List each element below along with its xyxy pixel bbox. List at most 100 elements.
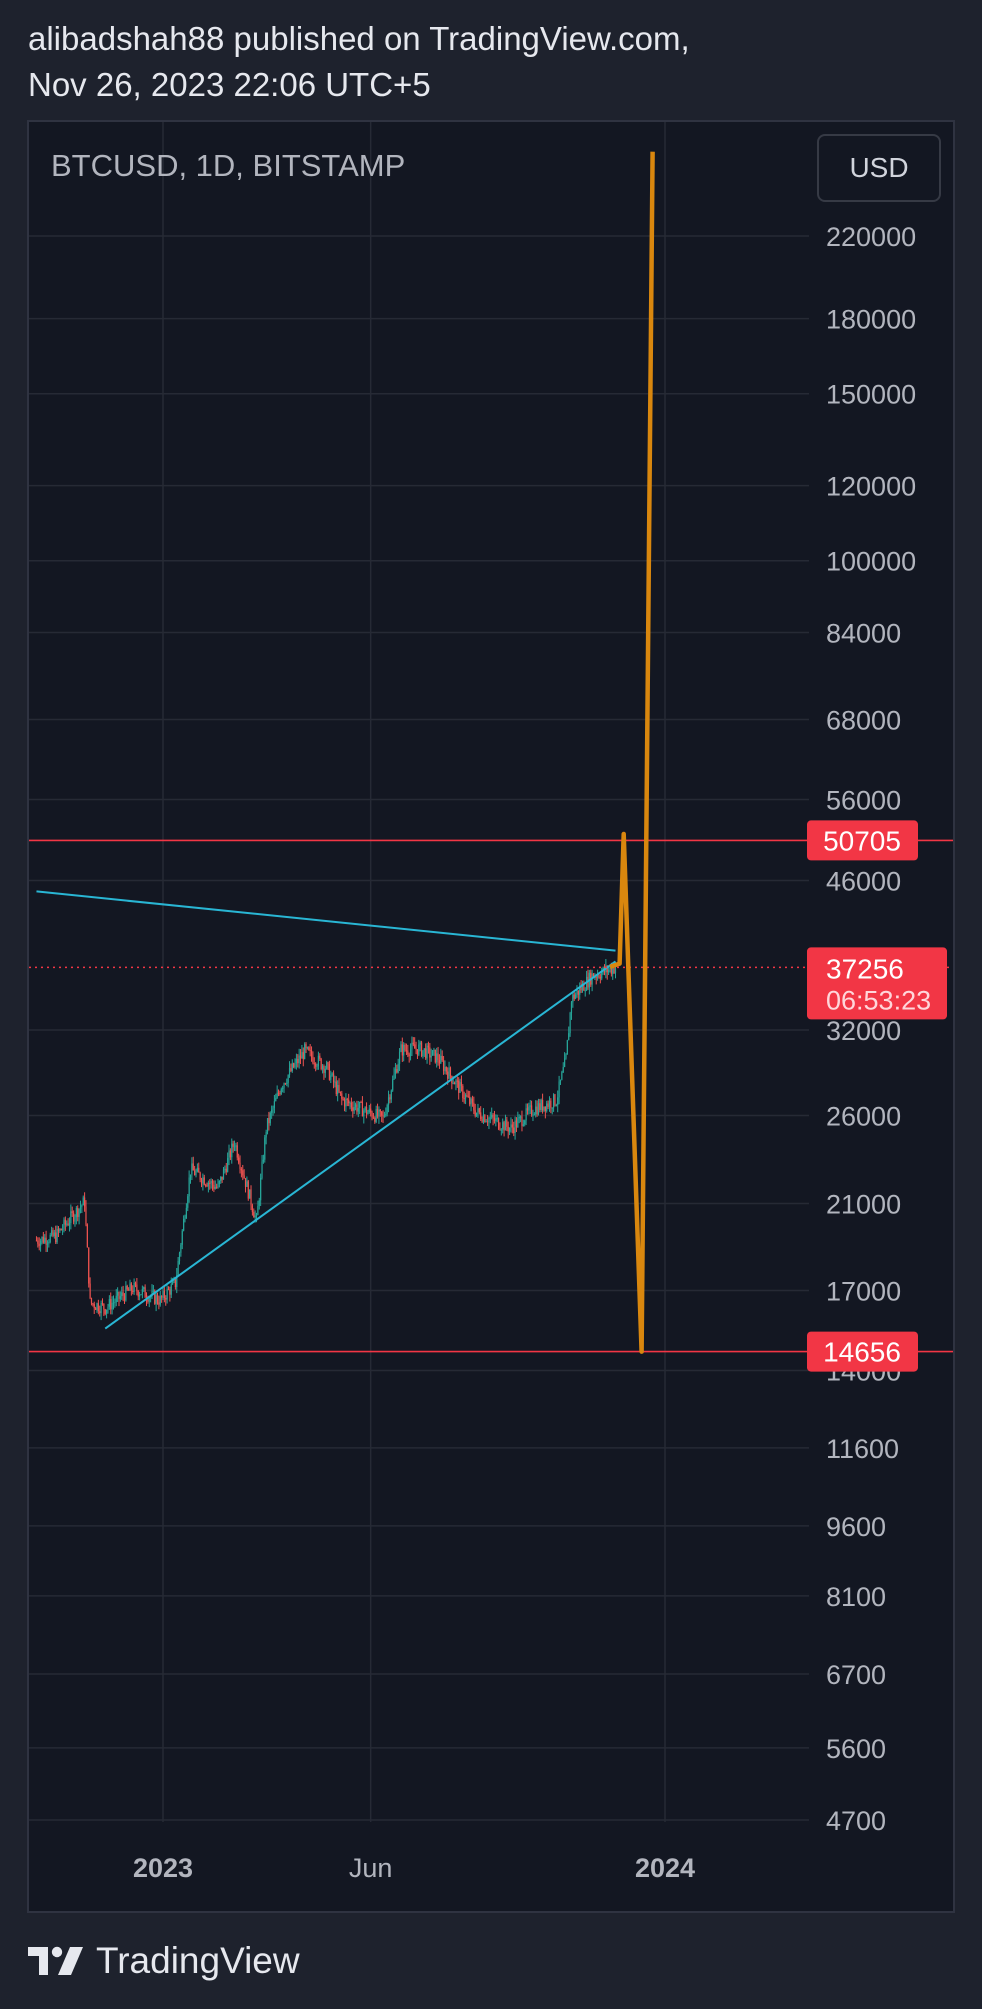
resistance-trendline[interactable]	[36, 890, 616, 952]
candle-body	[510, 1124, 512, 1128]
candle-body	[609, 967, 611, 970]
chart-panel[interactable]: 220000 180000 150000 120000 100000 84000 68000…	[27, 120, 955, 1913]
publish-info: alibadshah88 published on TradingView.co…	[28, 16, 690, 108]
candle-body	[294, 1063, 296, 1068]
currency-button[interactable]: USD	[817, 134, 941, 202]
candle-body	[335, 1081, 337, 1095]
candle-body	[401, 1044, 403, 1056]
candle-body	[528, 1106, 530, 1111]
candle-body	[158, 1302, 160, 1305]
candle-body	[118, 1291, 120, 1299]
candle-body	[503, 1122, 505, 1131]
candle-body	[411, 1042, 413, 1050]
candle-body	[277, 1092, 280, 1094]
candle-body	[360, 1101, 362, 1103]
candle-body	[49, 1234, 51, 1243]
candle-body	[136, 1284, 138, 1292]
candle-body	[104, 1309, 106, 1314]
candle-body	[228, 1150, 230, 1159]
candle-body	[496, 1118, 498, 1120]
candle-body	[480, 1112, 482, 1119]
candle-body	[429, 1047, 431, 1058]
candle-body	[101, 1303, 104, 1305]
candle-body	[349, 1102, 351, 1104]
candle-body	[262, 1159, 264, 1162]
candle-body	[143, 1287, 145, 1289]
candle-body	[536, 1106, 538, 1115]
support-trendline[interactable]	[104, 960, 617, 1330]
candle-body	[211, 1180, 214, 1185]
current-price-tag	[807, 947, 947, 1020]
candle-body	[110, 1299, 112, 1310]
candle-body	[185, 1207, 187, 1219]
candle-body	[107, 1306, 109, 1310]
y-axis-tick-label: 56000	[826, 786, 901, 816]
price-chart[interactable]: 220000 180000 150000 120000 100000 84000 68000…	[29, 122, 953, 1911]
candle-body	[133, 1282, 135, 1292]
footer-brand[interactable]: TradingView	[28, 1940, 300, 1982]
candle-body	[576, 990, 578, 995]
projection-path[interactable]	[609, 151, 655, 1354]
candle-body	[375, 1108, 377, 1122]
candle-body	[233, 1146, 236, 1148]
candle-body	[580, 987, 582, 991]
candle-body	[394, 1069, 397, 1075]
candle-body	[491, 1114, 493, 1118]
candle-body	[73, 1212, 75, 1222]
candle-body	[521, 1116, 523, 1126]
candle-body	[352, 1107, 354, 1111]
candle-body	[139, 1294, 141, 1297]
candle-body	[477, 1108, 479, 1113]
candle-body	[452, 1083, 454, 1085]
candle-body	[573, 994, 575, 999]
candle-body	[371, 1112, 373, 1118]
candle-body	[291, 1063, 293, 1072]
y-axis-tick-label: 46000	[826, 867, 901, 897]
candle-body	[488, 1117, 490, 1123]
candle-body	[261, 1161, 263, 1178]
candle-body	[130, 1283, 132, 1291]
candle-body	[90, 1298, 93, 1304]
candle-body	[493, 1117, 496, 1122]
candle-body	[97, 1303, 99, 1312]
candle-body	[166, 1289, 168, 1300]
candle-body	[544, 1106, 546, 1112]
candle-body	[275, 1098, 277, 1102]
candle-body	[584, 990, 586, 992]
candle-body	[500, 1129, 502, 1131]
candle-body	[365, 1106, 368, 1115]
y-axis-tick-label: 17000	[826, 1277, 901, 1307]
candle-body	[272, 1107, 274, 1110]
candle-body	[608, 969, 610, 973]
candle-body	[541, 1100, 544, 1111]
candle-body	[568, 1033, 570, 1041]
candle-body	[71, 1211, 73, 1213]
candle-body	[283, 1083, 285, 1088]
candle-body	[207, 1182, 209, 1187]
countdown-label: 06:53:23	[826, 985, 931, 1015]
candle-body	[112, 1302, 115, 1304]
candle-body	[529, 1105, 531, 1107]
candle-body	[524, 1120, 526, 1125]
candle-body	[492, 1114, 494, 1118]
candle-body	[119, 1296, 121, 1299]
candle-body	[258, 1200, 260, 1206]
candle-body	[485, 1121, 487, 1123]
candle-body	[106, 1309, 108, 1314]
candle-body	[354, 1104, 357, 1107]
candle-body	[290, 1068, 292, 1072]
candle-body	[412, 1042, 414, 1045]
candle-body	[231, 1143, 233, 1158]
candle-body	[39, 1240, 42, 1246]
candle-body	[337, 1085, 339, 1095]
candle-body	[254, 1215, 256, 1218]
candle-body	[99, 1311, 101, 1314]
candle-body	[460, 1082, 463, 1086]
candle-body	[200, 1179, 203, 1184]
candle-body	[152, 1290, 154, 1292]
candle-body	[117, 1291, 119, 1296]
candle-body	[268, 1118, 270, 1124]
level-price-label: 14656	[823, 1337, 901, 1368]
candle-body	[184, 1218, 186, 1220]
candle-body	[246, 1181, 248, 1187]
